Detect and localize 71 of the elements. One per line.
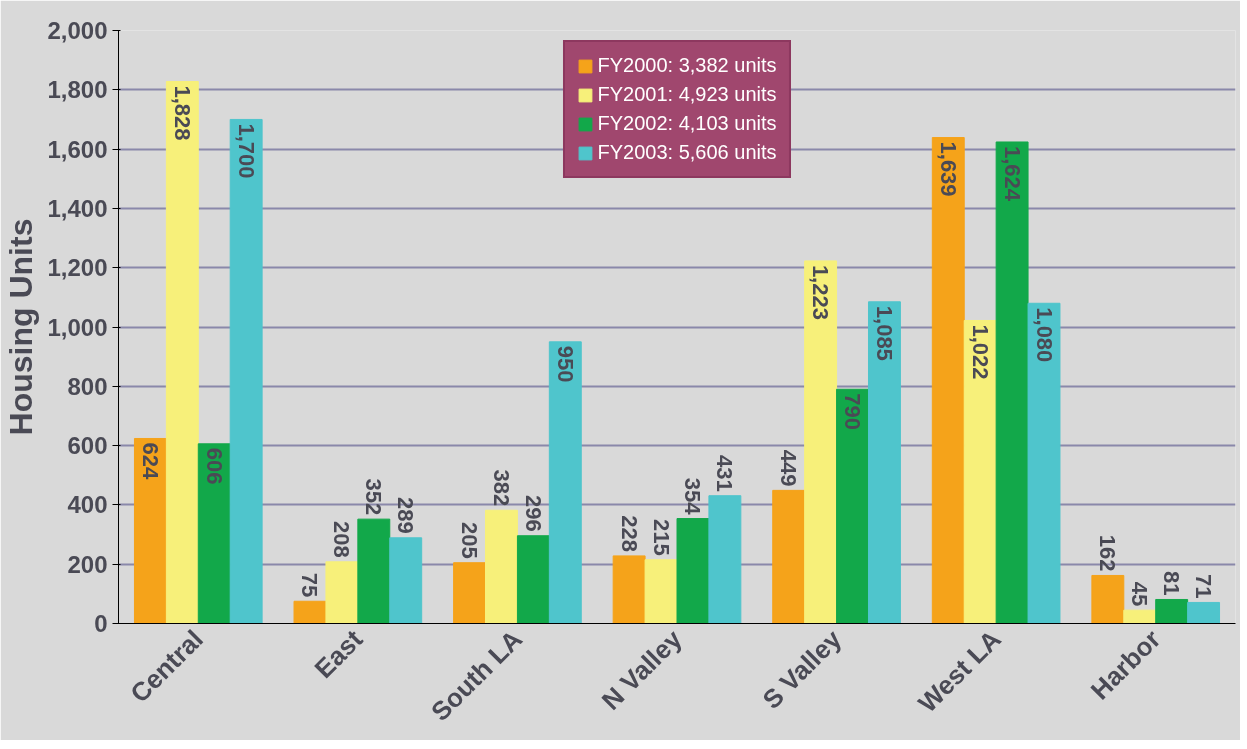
bar: [1027, 302, 1061, 624]
y-tick-label: 1,400: [47, 194, 108, 222]
data-label: 205: [457, 522, 483, 559]
data-label: 449: [776, 449, 802, 487]
data-label: 431: [712, 455, 738, 492]
data-label: 81: [1159, 571, 1185, 596]
bar: [867, 301, 901, 624]
bar: [708, 495, 742, 624]
bar: [612, 555, 646, 624]
y-tick-label: 1,000: [47, 313, 108, 341]
data-label: 352: [361, 478, 387, 516]
data-label: 382: [488, 469, 514, 507]
bar: [453, 562, 487, 624]
bar: [1187, 601, 1221, 624]
bar: [197, 443, 231, 624]
data-label: 1,828: [169, 85, 195, 141]
y-tick-label: 400: [67, 491, 108, 519]
y-tick-label: 0: [94, 610, 108, 637]
data-label: 1,080: [1031, 307, 1057, 363]
bar: [293, 600, 327, 624]
y-tick-label: 1,200: [47, 254, 108, 282]
data-label: 296: [520, 495, 546, 532]
bar: [676, 518, 710, 624]
bar: [485, 509, 518, 624]
legend-label: FY2002: 4,103 units: [597, 112, 777, 135]
data-label: 1,022: [967, 324, 993, 380]
legend-label: FY2003: 5,606 units: [597, 141, 777, 164]
y-tick-label: 600: [67, 432, 108, 460]
bar: [229, 118, 263, 624]
data-label: 228: [616, 515, 642, 552]
bar: [548, 341, 582, 624]
bar: [1091, 574, 1125, 624]
bar: [1123, 609, 1157, 624]
y-tick-label: 1,800: [47, 76, 108, 104]
y-tick-label: 200: [67, 550, 108, 578]
data-label: 1,700: [233, 123, 259, 179]
y-axis-title: Housing Units: [3, 218, 40, 436]
data-label: 354: [680, 477, 706, 516]
bar: [931, 137, 965, 624]
bar: [165, 81, 199, 624]
bar: [995, 141, 1029, 624]
data-label: 790: [840, 393, 866, 430]
data-label: 75: [297, 572, 323, 598]
data-label: 1,639: [935, 141, 961, 197]
data-label: 950: [552, 345, 578, 383]
bar: [389, 537, 423, 624]
y-tick-label: 1,600: [47, 135, 108, 163]
bar: [836, 388, 869, 624]
bar: [325, 561, 359, 624]
data-label: 208: [329, 521, 355, 558]
legend-label: FY2001: 4,923 units: [597, 83, 777, 106]
bar: [133, 437, 167, 624]
data-label: 1,085: [871, 305, 897, 361]
data-label: 215: [648, 519, 674, 556]
data-label: 289: [393, 497, 419, 534]
legend-label: FY2000: 3,382 units: [597, 54, 777, 77]
bar: [772, 489, 806, 624]
data-label: 1,624: [999, 145, 1025, 202]
data-label: 45: [1127, 581, 1153, 607]
bar: [357, 518, 391, 624]
bar: [804, 260, 838, 624]
data-label: 606: [201, 447, 227, 485]
data-label: 71: [1191, 573, 1217, 599]
data-label: 624: [137, 442, 163, 480]
y-tick-label: 2,000: [47, 17, 108, 44]
data-label: 1,223: [808, 264, 834, 320]
bar: [516, 535, 550, 624]
data-label: 162: [1095, 534, 1121, 572]
y-tick-label: 800: [67, 372, 108, 400]
bar: [1155, 598, 1189, 624]
bar: [644, 559, 678, 624]
